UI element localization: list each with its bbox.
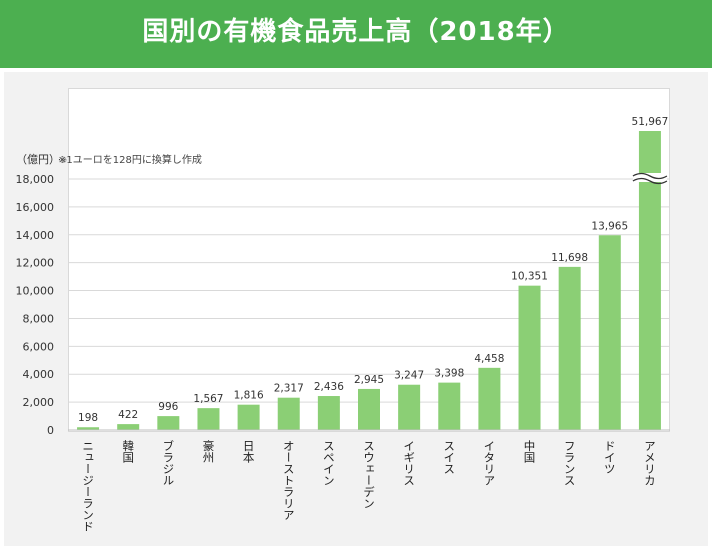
value-label: 3,247 [394,370,424,382]
value-label: 996 [158,401,178,413]
value-label: 2,317 [274,383,304,395]
category-label: スペイン [322,440,336,486]
value-label: 11,698 [551,252,588,264]
y-tick-label: 4,000 [23,368,55,381]
category-label: スイス [442,440,456,475]
bar [518,285,541,430]
category-label: オーストラリア [282,440,296,521]
value-label: 10,351 [511,271,548,283]
bar [558,266,581,430]
y-tick-label: 2,000 [23,396,55,409]
unit-star: ※ [60,156,68,166]
value-label: 13,965 [591,220,628,232]
y-tick-label: 16,000 [16,201,55,214]
category-label: スウェーデン [362,440,376,509]
bar [117,424,140,430]
bar [438,382,461,430]
value-label: 1,567 [193,393,223,405]
category-label: イタリア [482,440,496,486]
category-label: ブラジル [161,439,175,486]
category-label: アメリカ [643,440,657,486]
value-label: 4,458 [474,353,504,365]
bar [598,235,621,430]
y-tick-label: 14,000 [16,229,55,242]
category-label: フランス [563,440,577,486]
bar [358,388,380,430]
page-title: 国別の有機食品売上高（2018年） [142,17,570,47]
value-label: 51,967 [632,116,669,128]
category-label: イギリス [402,440,416,486]
axis-break-mark [632,172,668,180]
bar [157,416,180,430]
conversion-note: ※1ユーロを128円に換算し作成 [58,155,202,166]
category-label: ニュージーランド [81,440,95,532]
category-label: 日本 [242,440,256,464]
y-tick-label: 10,000 [16,285,55,298]
value-label: 1,816 [234,390,264,402]
bar [77,427,100,430]
y-axis-unit: （億円）※ [16,153,68,166]
y-tick-label: 8,000 [23,312,55,325]
y-tick-label: 18,000 [16,173,55,186]
bar [317,396,340,430]
category-label: 中国 [523,440,537,464]
category-label: ドイツ [603,440,617,475]
bar [277,397,300,430]
category-label: 韓国 [121,440,135,464]
y-tick-label: 12,000 [16,257,55,270]
category-label: 豪州 [201,439,215,463]
bar [638,131,661,430]
bar [197,408,220,430]
value-label: 198 [78,412,98,424]
value-label: 3,398 [434,368,464,380]
header-bar: 国別の有機食品売上高（2018年） [0,0,712,68]
bar [398,384,421,430]
bar [478,367,501,430]
y-tick-label: 0 [47,424,54,437]
axis-break-mark [632,177,668,185]
value-label: 422 [118,409,138,421]
y-tick-label: 6,000 [23,340,55,353]
value-label: 2,436 [314,381,344,393]
axis-break-gap [632,173,667,182]
bar [237,404,260,430]
value-label: 2,945 [354,374,384,386]
